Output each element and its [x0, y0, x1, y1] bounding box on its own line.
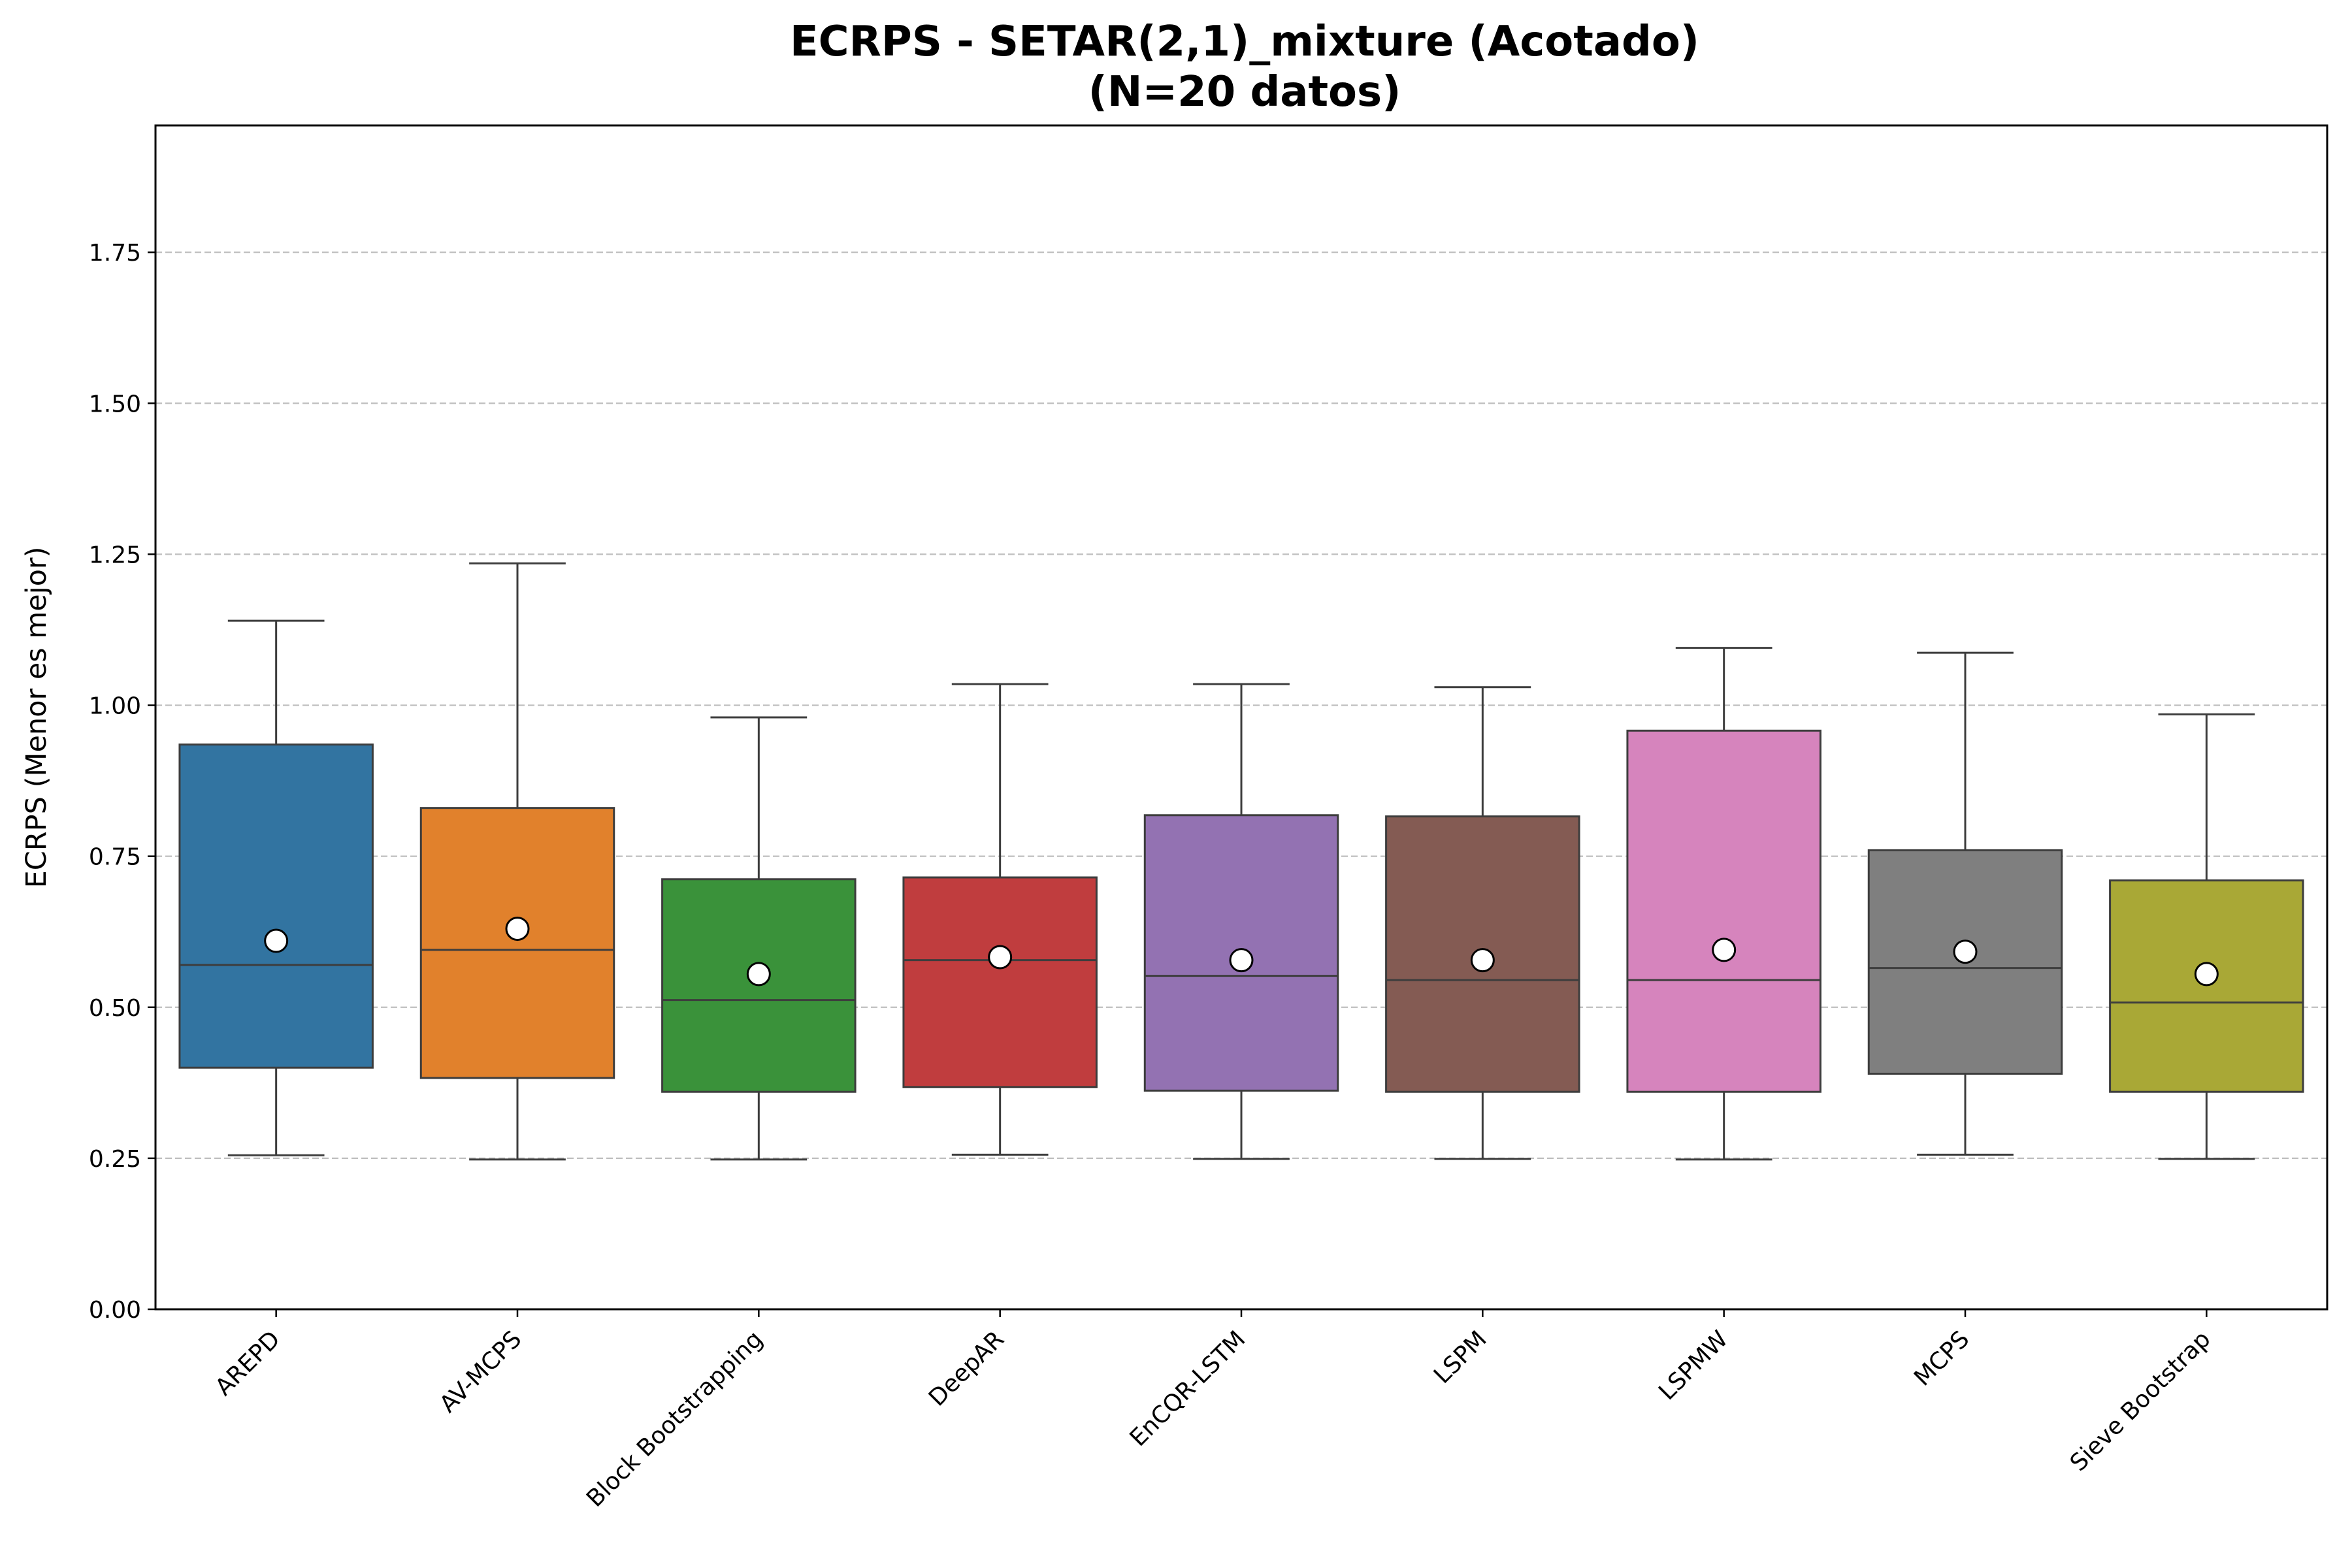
x-tick-label: Block Bootstrapping [581, 1326, 768, 1512]
box-block-bootstrapping [661, 716, 857, 1161]
mean-marker [1470, 948, 1495, 973]
x-tick-label: AV-MCPS [434, 1326, 527, 1418]
mean-marker [505, 917, 530, 941]
iqr-box [902, 876, 1098, 1088]
box-lspm [1385, 686, 1580, 1160]
y-tick-label: 0.00 [89, 1297, 141, 1324]
mean-marker [1712, 938, 1737, 962]
plot-frame [154, 124, 2328, 1311]
x-tick-label: DeepAR [924, 1326, 1009, 1411]
mean-marker [988, 945, 1013, 970]
y-tick-label: 0.75 [89, 844, 141, 871]
box-sieve-bootstrap [2109, 713, 2304, 1160]
box-encqr-lstm [1143, 683, 1339, 1160]
x-tick-label: LSPMW [1654, 1326, 1733, 1405]
x-tick-label: LSPM [1429, 1326, 1492, 1389]
y-axis-label: ECRPS (Menor es mejor) [20, 547, 53, 889]
y-tick-label: 1.75 [89, 240, 141, 267]
y-tick-label: 1.00 [89, 693, 141, 720]
iqr-box [178, 743, 374, 1069]
chart-title-line1: ECRPS - SETAR(2,1)_mixture (Acotado) [790, 18, 1699, 66]
box-arepd [178, 619, 374, 1156]
iqr-box [1626, 729, 1821, 1093]
x-tick-label: MCPS [1909, 1326, 1974, 1391]
iqr-box [419, 807, 615, 1079]
box-av-mcps [419, 562, 615, 1161]
x-tick-label: AREPD [210, 1326, 286, 1401]
mean-marker [1229, 948, 1254, 973]
box-mcps [1867, 651, 2063, 1156]
mean-marker [264, 928, 289, 953]
y-tick-label: 1.50 [89, 391, 141, 417]
y-tick-label: 0.50 [89, 995, 141, 1022]
chart-title-line2: (N=20 datos) [1088, 68, 1401, 116]
x-tick-label: Sieve Bootstrap [2065, 1326, 2216, 1477]
box-lspmw [1626, 647, 1821, 1161]
y-tick-label: 1.25 [89, 542, 141, 568]
mean-marker [2194, 962, 2219, 987]
y-tick-label: 0.25 [89, 1146, 141, 1173]
mean-marker [746, 962, 771, 987]
mean-marker [1953, 939, 1978, 964]
box-deepar [902, 683, 1098, 1156]
x-tick-label: EnCQR-LSTM [1125, 1326, 1251, 1452]
